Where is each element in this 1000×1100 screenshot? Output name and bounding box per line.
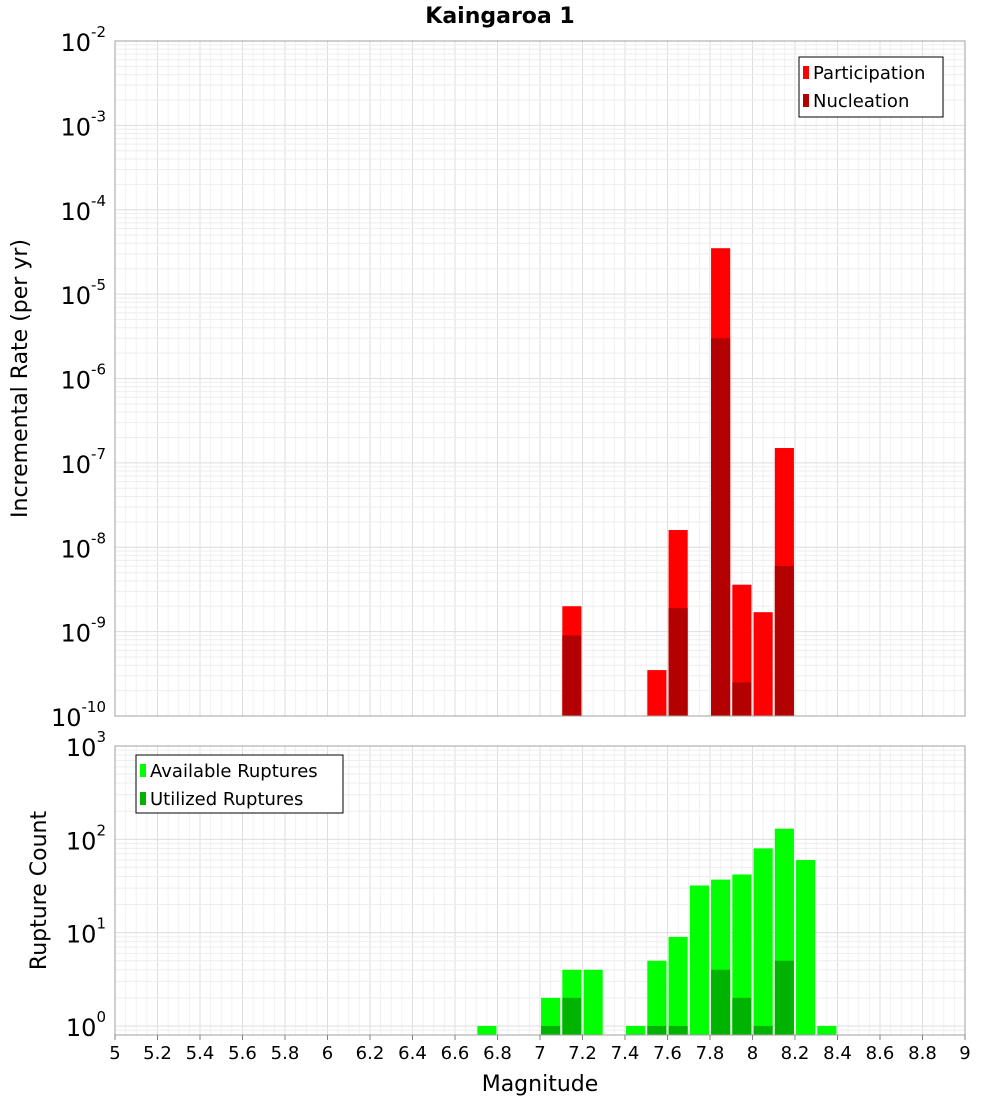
- legend-swatch: [140, 764, 146, 777]
- y-tick-label: 100: [66, 1008, 106, 1042]
- x-tick-label: 9: [959, 1043, 970, 1064]
- y-tick-label: 102: [66, 821, 106, 855]
- y-tick-label: 10-7: [60, 445, 106, 479]
- series-utilized-ruptures: [541, 960, 794, 1035]
- x-tick-label: 5.6: [228, 1043, 257, 1064]
- legend-box: [135, 754, 344, 814]
- x-tick-label: 7.8: [696, 1043, 725, 1064]
- bar: [541, 1025, 561, 1035]
- bar: [626, 1025, 646, 1035]
- x-tick-label: 6.4: [398, 1043, 427, 1064]
- bar: [668, 608, 688, 716]
- y-tick-label: 10-10: [51, 698, 106, 732]
- bar: [668, 936, 688, 1035]
- bar: [774, 960, 794, 1035]
- bar: [817, 1025, 837, 1035]
- y-tick-label: 10-6: [60, 361, 106, 395]
- legend-label: Utilized Ruptures: [150, 789, 303, 810]
- x-axis-label: Magnitude: [482, 1072, 599, 1097]
- bar: [753, 848, 773, 1035]
- x-tick-label: 6.8: [483, 1043, 512, 1064]
- y-tick-label: 10-9: [60, 614, 106, 648]
- y-tick-label: 10-5: [60, 276, 106, 310]
- series-nucleation: [562, 338, 794, 716]
- x-tick-label: 8: [747, 1043, 758, 1064]
- x-tick-label: 7: [534, 1043, 545, 1064]
- bar: [774, 565, 794, 716]
- bar: [732, 682, 752, 716]
- bar: [753, 612, 773, 716]
- y-tick-label: 101: [66, 915, 106, 949]
- bar: [583, 969, 603, 1035]
- grid: [114, 746, 966, 1036]
- x-tick-label: 8.2: [781, 1043, 810, 1064]
- bar: [796, 860, 816, 1035]
- plot-border: [114, 40, 966, 717]
- rate-panel: 10-10 10-9 10-8 10-7 10-6 10-5 10-4 10-3 10-2 Inc…: [8, 23, 966, 732]
- bar: [711, 338, 731, 716]
- y-axis-label: Incremental Rate (per yr): [8, 239, 33, 518]
- legend-label: Participation: [813, 63, 925, 84]
- bar: [668, 1025, 688, 1035]
- x-tick-label: 8.6: [866, 1043, 895, 1064]
- legend: Available Ruptures Utilized Ruptures: [135, 754, 344, 814]
- bar: [711, 969, 731, 1035]
- bar: [562, 997, 582, 1035]
- x-tick-label: 5.4: [186, 1043, 215, 1064]
- y-tick-label: 10-3: [60, 107, 106, 141]
- legend-label: Available Ruptures: [150, 761, 318, 782]
- x-tick-label: 8.8: [908, 1043, 937, 1064]
- legend-box: [798, 56, 944, 118]
- legend-label: Nucleation: [813, 91, 909, 112]
- bar: [477, 1025, 497, 1035]
- legend-swatch: [140, 792, 146, 805]
- bar: [562, 635, 582, 716]
- y-tick-label: 10-8: [60, 529, 106, 563]
- bar: [753, 1025, 773, 1035]
- chart-title: Kaingaroa 1: [425, 4, 574, 29]
- x-tick-label: 5.2: [143, 1043, 172, 1064]
- legend-swatch: [803, 94, 809, 107]
- rupture-count-panel: 100 101 102 103 Rupture Count 5 5.2 5.4 5.6 5.8 6 6…: [27, 728, 971, 1097]
- x-tick-label: 6: [322, 1043, 333, 1064]
- y-tick-label: 10-4: [60, 192, 106, 226]
- legend: Participation Nucleation: [798, 56, 944, 118]
- x-tick-label: 5: [109, 1043, 120, 1064]
- x-tick-label: 6.6: [441, 1043, 470, 1064]
- bar: [647, 670, 667, 716]
- bar: [689, 885, 709, 1035]
- x-tick-label: 7.6: [653, 1043, 682, 1064]
- bar: [647, 1025, 667, 1035]
- x-tick-label: 8.4: [823, 1043, 852, 1064]
- y-axis-label: Rupture Count: [27, 811, 52, 971]
- y-tick-label: 103: [66, 728, 106, 762]
- bar: [647, 960, 667, 1035]
- bar: [541, 997, 561, 1035]
- x-tick-label: 7.2: [568, 1043, 597, 1064]
- x-tick-label: 7.4: [611, 1043, 640, 1064]
- y-tick-label: 10-2: [60, 23, 106, 57]
- bar: [732, 874, 752, 1035]
- bar: [732, 997, 752, 1035]
- legend-swatch: [803, 66, 809, 79]
- grid: [114, 41, 966, 717]
- x-tick-label: 6.2: [356, 1043, 385, 1064]
- x-tick-label: 5.8: [271, 1043, 300, 1064]
